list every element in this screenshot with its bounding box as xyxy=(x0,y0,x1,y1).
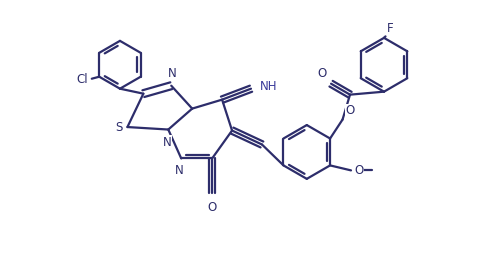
Text: N: N xyxy=(168,67,177,80)
Text: NH: NH xyxy=(260,80,278,93)
Text: S: S xyxy=(115,121,123,134)
Text: N: N xyxy=(175,164,184,177)
Text: O: O xyxy=(207,201,217,214)
Text: O: O xyxy=(318,67,327,80)
Text: N: N xyxy=(163,136,171,148)
Text: O: O xyxy=(345,104,354,117)
Text: F: F xyxy=(386,22,393,35)
Text: O: O xyxy=(355,164,364,177)
Text: Cl: Cl xyxy=(77,73,88,86)
